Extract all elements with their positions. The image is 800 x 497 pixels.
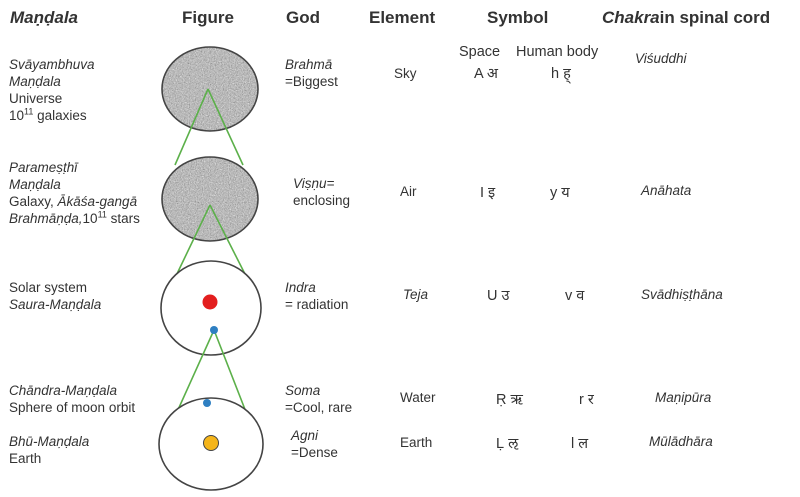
row4-mandala-desc: Sphere of moon orbit — [9, 399, 136, 415]
cone-line-galaxy-left — [174, 204, 211, 279]
row1-god-meaning: =Biggest — [285, 73, 338, 89]
header-god: God — [286, 8, 320, 27]
row1-mandala-name2: Maṇḍala — [9, 73, 61, 89]
row1-mandala: Svāyambhuva Maṇḍala Universe 1011 galaxi… — [9, 57, 95, 125]
row1-symbol-body: h ह् — [551, 66, 571, 82]
row1-mandala-count: 1011 galaxies — [9, 106, 87, 123]
header-mandala: Maṇḍala — [10, 8, 79, 27]
cone-line-solar-right — [213, 329, 247, 413]
row4-symbol-body: r र — [579, 392, 594, 408]
row2-mandala: Parameṣṭhī Maṇḍala Galaxy, Ākāśa-gangā B… — [9, 160, 140, 228]
cone-line-universe-right — [207, 88, 244, 166]
cone-line-solar-left — [176, 329, 215, 413]
row2-god: Viṣṇu= enclosing — [293, 176, 350, 210]
row5-chakra: Mūlādhāra — [649, 434, 713, 449]
row4-symbol-space: Ṛ ऋ — [496, 392, 523, 408]
moon-orbit-projection-lines — [176, 329, 247, 413]
row2-mandala-desc: Galaxy, Ākāśa-gangā — [9, 193, 138, 209]
row2-symbol-body: y य — [550, 185, 570, 201]
row5-mandala: Bhū-Maṇḍala Earth — [9, 434, 89, 468]
subheader-human-body: Human body — [516, 44, 599, 60]
row5-mandala-name: Bhū-Maṇḍala — [9, 434, 90, 449]
row2-mandala-count: Brahmāṇḍa,1011 stars — [9, 209, 140, 226]
row3-god: Indra = radiation — [285, 280, 348, 314]
row5-symbol-body: l ल — [571, 436, 589, 452]
projection-lines — [174, 88, 248, 279]
row1-mandala-name1: Svāyambhuva — [9, 57, 95, 72]
row5-god-name: Agni — [291, 428, 319, 443]
row3-mandala: Solar system Saura-Maṇḍala — [9, 280, 101, 314]
row2-chakra: Anāhata — [641, 183, 692, 198]
row1-god: Brahmā =Biggest — [285, 57, 338, 91]
row3-chakra: Svādhiṣṭhāna — [641, 287, 723, 302]
row2-god-meaning: enclosing — [293, 192, 351, 208]
row3-god-name: Indra — [285, 280, 316, 295]
header-chakra-rest: in spinal cord — [659, 8, 771, 27]
subheader-space: Space — [459, 44, 501, 60]
row5-mandala-desc: Earth — [9, 450, 42, 466]
row3-symbol-body: v व — [565, 288, 585, 304]
row5-symbol-space: Ḷ ऌ — [496, 436, 519, 452]
moon-dot-in-solar — [210, 326, 218, 334]
row1-mandala-desc: Universe — [9, 90, 63, 106]
row2-symbol-space: I इ — [480, 185, 496, 201]
sun-dot — [202, 294, 218, 310]
row5-god-meaning: =Dense — [291, 444, 338, 460]
header-chakra-italic: Chakra — [602, 8, 660, 27]
row2-element: Air — [400, 184, 417, 199]
header-symbol: Symbol — [487, 8, 549, 27]
row2-god-name: Viṣṇu= — [293, 176, 335, 191]
row3-mandala-desc: Solar system — [9, 280, 88, 295]
row2-mandala-name2: Maṇḍala — [9, 176, 61, 192]
moon-dot — [203, 399, 211, 407]
row1-god-name: Brahmā — [285, 57, 333, 72]
row4-element: Water — [400, 390, 436, 405]
row4-god: Soma =Cool, rare — [285, 383, 352, 417]
universe-circle — [161, 46, 259, 132]
row3-symbol-space: U उ — [487, 288, 510, 304]
galaxy-circle — [161, 156, 259, 242]
row3-mandala-name: Saura-Maṇḍala — [9, 296, 102, 312]
header-figure: Figure — [182, 8, 234, 27]
cone-line-universe-left — [174, 88, 209, 166]
row4-mandala-name: Chāndra-Maṇḍala — [9, 383, 118, 398]
row5-element: Earth — [400, 435, 433, 450]
row3-element: Teja — [403, 287, 429, 302]
cone-line-galaxy-right — [209, 204, 248, 279]
header-element: Element — [369, 8, 436, 27]
earth-dot — [203, 435, 219, 451]
row4-chakra: Maṇipūra — [655, 390, 712, 405]
row1-chakra: Viśuddhi — [635, 51, 687, 66]
row4-god-meaning: =Cool, rare — [285, 399, 353, 415]
row2-mandala-name1: Parameṣṭhī — [9, 160, 78, 175]
row5-god: Agni =Dense — [291, 428, 338, 462]
row3-god-meaning: = radiation — [285, 296, 349, 312]
row4-god-name: Soma — [285, 383, 321, 398]
row4-mandala: Chāndra-Maṇḍala Sphere of moon orbit — [9, 383, 135, 417]
row1-symbol-space: A अ — [474, 66, 498, 82]
row1-element: Sky — [394, 66, 417, 81]
header-chakra: Chakrain spinal cord — [602, 7, 770, 28]
